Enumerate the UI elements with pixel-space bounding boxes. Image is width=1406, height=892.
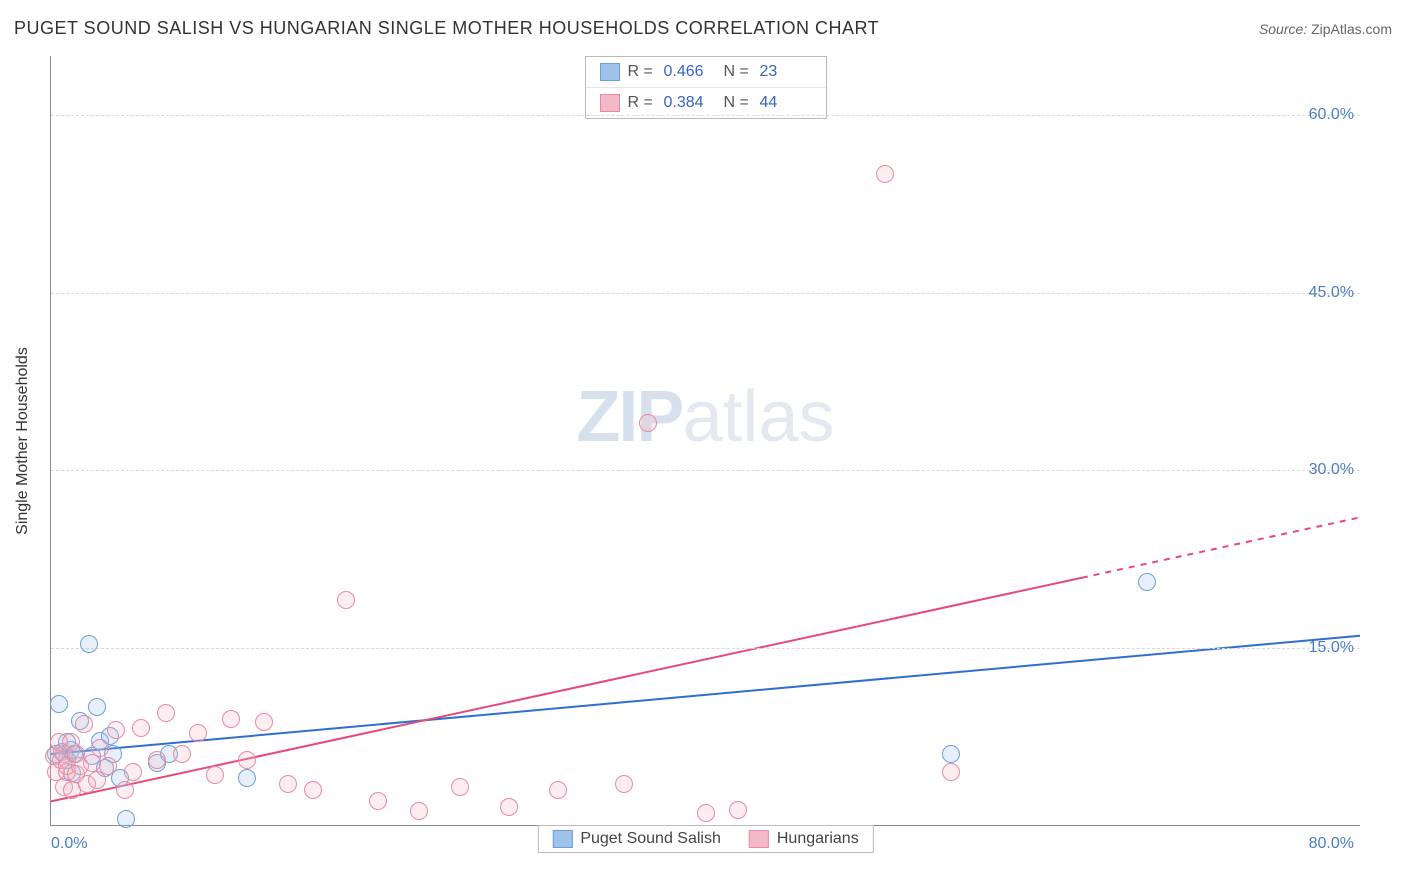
data-point-hungarian xyxy=(549,781,567,799)
watermark: ZIPatlas xyxy=(576,376,834,458)
data-point-hungarian xyxy=(451,778,469,796)
data-point-hungarian xyxy=(410,802,428,820)
data-point-hungarian xyxy=(189,724,207,742)
legend-stats-row-puget: R = 0.466 N = 23 xyxy=(586,57,826,87)
data-point-hungarian xyxy=(942,763,960,781)
data-point-hungarian xyxy=(729,801,747,819)
legend-series: Puget Sound Salish Hungarians xyxy=(537,825,873,853)
data-point-puget xyxy=(88,698,106,716)
data-point-hungarian xyxy=(107,721,125,739)
y-axis-label: Single Mother Households xyxy=(14,347,32,535)
data-point-hungarian xyxy=(279,775,297,793)
legend-stats-row-hungarian: R = 0.384 N = 44 xyxy=(586,87,826,118)
data-point-hungarian xyxy=(238,751,256,769)
watermark-atlas: atlas xyxy=(682,377,834,457)
data-point-hungarian xyxy=(116,781,134,799)
series-name-hungarian: Hungarians xyxy=(777,830,859,848)
swatch-puget xyxy=(600,63,620,81)
data-point-hungarian xyxy=(91,739,109,757)
legend-stats: R = 0.466 N = 23 R = 0.384 N = 44 xyxy=(585,56,827,119)
swatch-hungarian xyxy=(600,94,620,112)
data-point-hungarian xyxy=(615,775,633,793)
chart-source: Source: ZipAtlas.com xyxy=(1259,21,1392,37)
y-tick-label: 30.0% xyxy=(1309,461,1354,479)
data-point-hungarian xyxy=(500,798,518,816)
n-label: N = xyxy=(724,63,752,81)
r-value-hungarian: 0.384 xyxy=(664,94,716,112)
n-value-puget: 23 xyxy=(760,63,812,81)
data-point-puget xyxy=(238,769,256,787)
series-name-puget: Puget Sound Salish xyxy=(580,830,721,848)
data-point-hungarian xyxy=(157,704,175,722)
data-point-hungarian xyxy=(369,792,387,810)
data-point-hungarian xyxy=(255,713,273,731)
data-point-puget xyxy=(80,635,98,653)
swatch-puget xyxy=(552,830,572,848)
n-value-hungarian: 44 xyxy=(760,94,812,112)
data-point-hungarian xyxy=(876,165,894,183)
gridline xyxy=(51,470,1360,471)
data-point-hungarian xyxy=(99,757,117,775)
r-label: R = xyxy=(628,63,656,81)
data-point-hungarian xyxy=(697,804,715,822)
data-point-hungarian xyxy=(148,751,166,769)
watermark-zip: ZIP xyxy=(576,377,682,457)
plot-area: Single Mother Households ZIPatlas R = 0.… xyxy=(50,56,1360,826)
trend-line xyxy=(1082,517,1360,577)
chart-header: PUGET SOUND SALISH VS HUNGARIAN SINGLE M… xyxy=(14,18,1392,39)
data-point-hungarian xyxy=(222,710,240,728)
legend-item-puget: Puget Sound Salish xyxy=(552,830,721,848)
gridline xyxy=(51,648,1360,649)
data-point-hungarian xyxy=(83,754,101,772)
y-tick-label: 45.0% xyxy=(1309,284,1354,302)
data-point-hungarian xyxy=(173,745,191,763)
chart-title: PUGET SOUND SALISH VS HUNGARIAN SINGLE M… xyxy=(14,18,879,39)
source-label: Source: xyxy=(1259,21,1307,37)
y-tick-label: 15.0% xyxy=(1309,639,1354,657)
source-value: ZipAtlas.com xyxy=(1311,21,1392,37)
gridline xyxy=(51,293,1360,294)
data-point-puget xyxy=(942,745,960,763)
n-label: N = xyxy=(724,94,752,112)
data-point-hungarian xyxy=(124,763,142,781)
r-label: R = xyxy=(628,94,656,112)
legend-item-hungarian: Hungarians xyxy=(749,830,859,848)
data-point-puget xyxy=(117,810,135,828)
trend-line xyxy=(51,636,1360,754)
gridline xyxy=(51,115,1360,116)
r-value-puget: 0.466 xyxy=(664,63,716,81)
swatch-hungarian xyxy=(749,830,769,848)
data-point-hungarian xyxy=(337,591,355,609)
data-point-puget xyxy=(50,695,68,713)
x-tick-max: 80.0% xyxy=(1309,835,1354,853)
x-tick-min: 0.0% xyxy=(51,835,87,853)
data-point-hungarian xyxy=(132,719,150,737)
y-tick-label: 60.0% xyxy=(1309,106,1354,124)
data-point-puget xyxy=(1138,573,1156,591)
data-point-hungarian xyxy=(304,781,322,799)
trend-lines xyxy=(51,56,1360,825)
data-point-hungarian xyxy=(75,715,93,733)
trend-line xyxy=(51,578,1082,802)
data-point-hungarian xyxy=(639,414,657,432)
data-point-hungarian xyxy=(206,766,224,784)
